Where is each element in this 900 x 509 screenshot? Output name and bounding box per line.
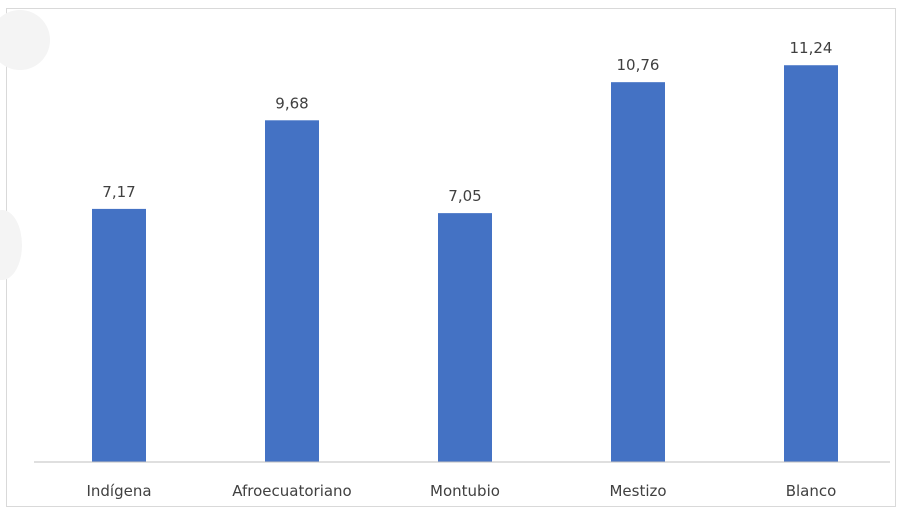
bar-afroecuatoriano bbox=[265, 120, 319, 462]
bar-blanco bbox=[784, 65, 838, 462]
data-label: 10,76 bbox=[617, 56, 660, 74]
category-label: Montubio bbox=[430, 482, 500, 500]
category-label: Blanco bbox=[786, 482, 837, 500]
category-label: Afroecuatoriano bbox=[232, 482, 351, 500]
bar-mestizo bbox=[611, 82, 665, 462]
data-label: 9,68 bbox=[275, 94, 308, 112]
bar-montubio bbox=[438, 213, 492, 462]
bar-indigena bbox=[92, 209, 146, 462]
category-label: Indígena bbox=[86, 482, 151, 500]
category-labels-layer: Indígena Afroecuatoriano Montubio Mestizo Bl… bbox=[86, 482, 836, 500]
category-label: Mestizo bbox=[609, 482, 666, 500]
data-label: 11,24 bbox=[790, 39, 833, 57]
bars-layer bbox=[92, 65, 838, 462]
value-labels-layer: 7,17 9,68 7,05 10,76 11,24 bbox=[102, 39, 832, 205]
data-label: 7,17 bbox=[102, 183, 135, 201]
data-label: 7,05 bbox=[448, 187, 481, 205]
